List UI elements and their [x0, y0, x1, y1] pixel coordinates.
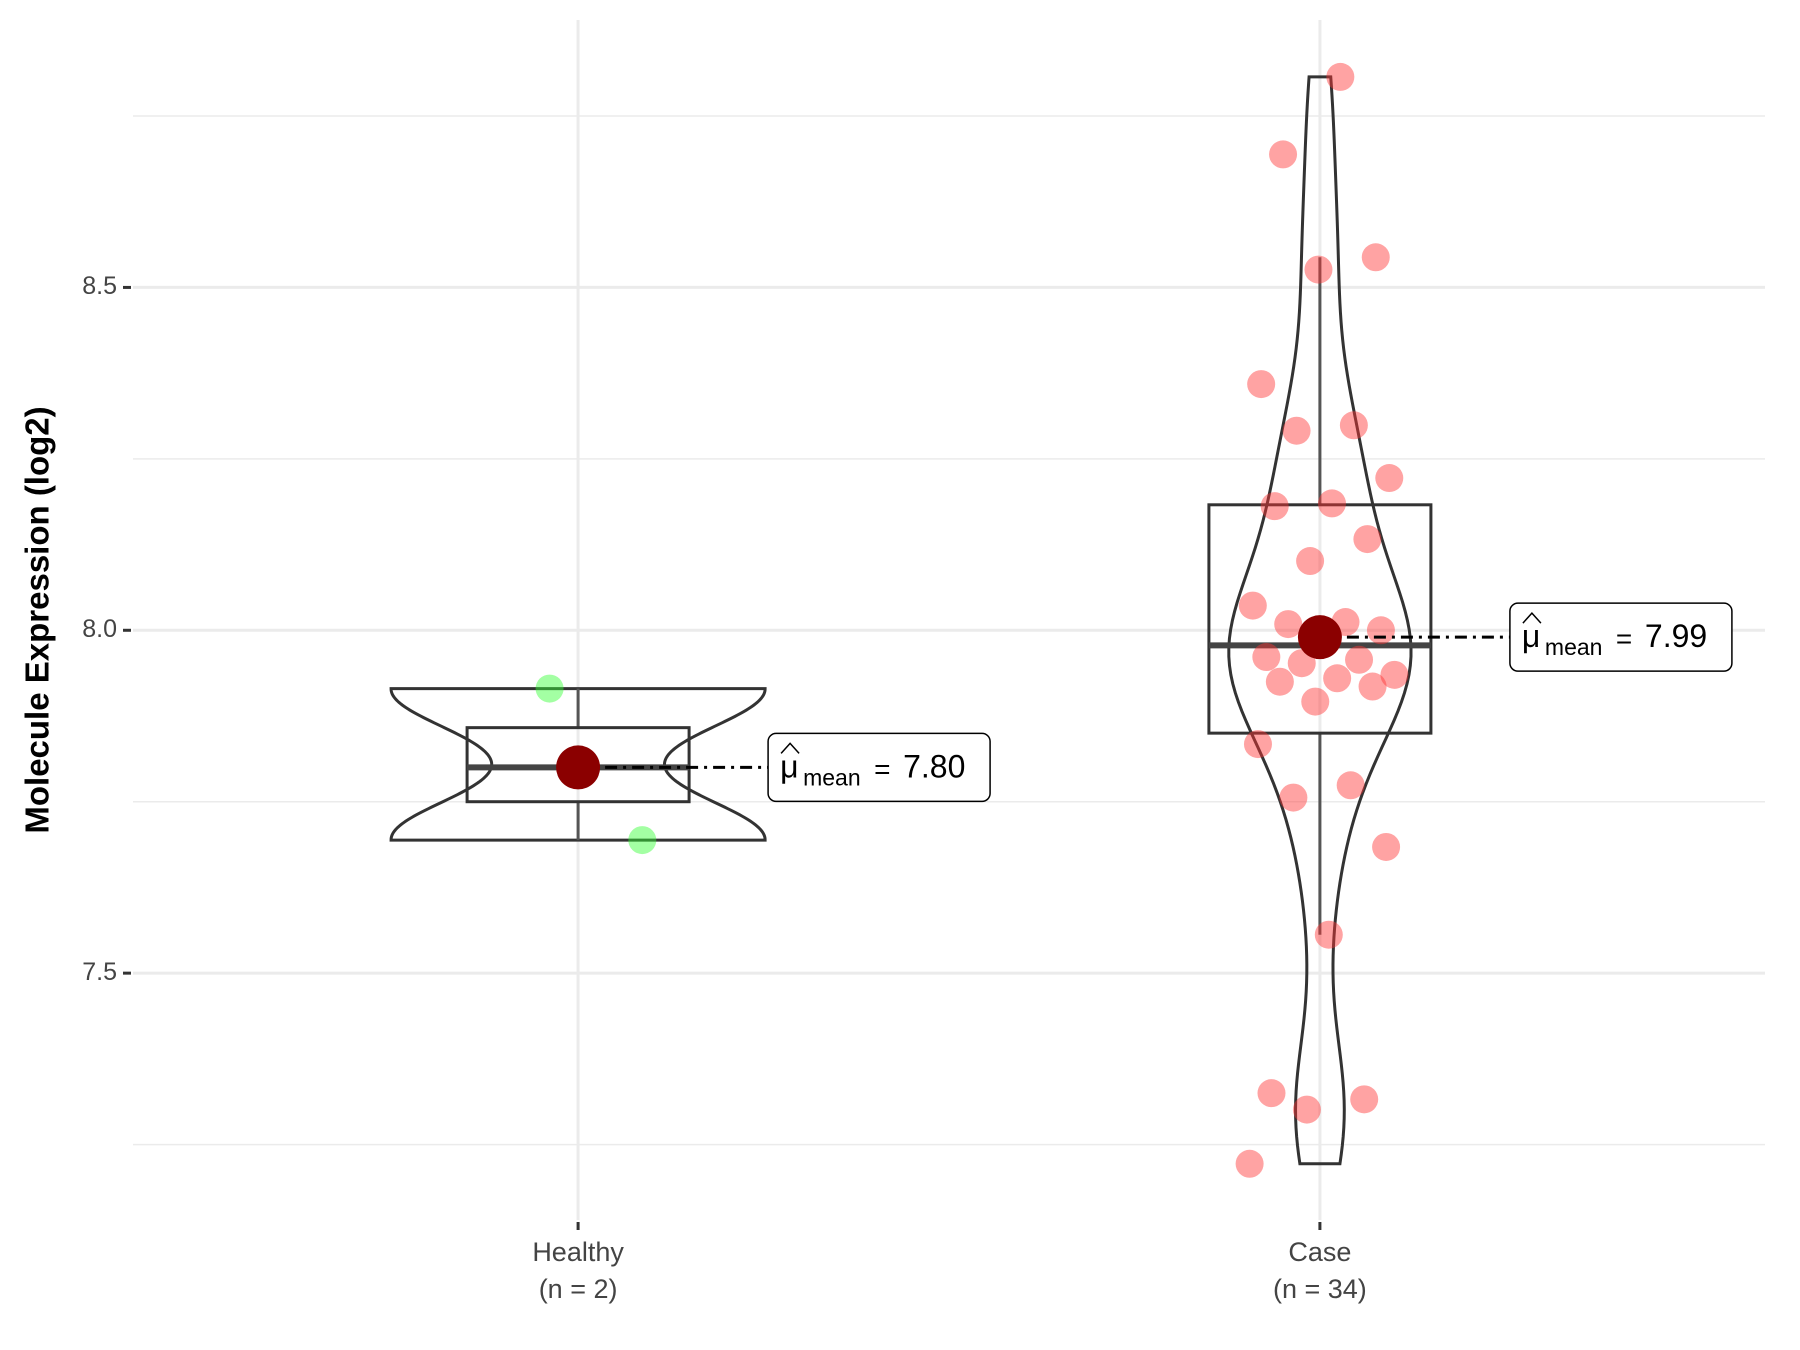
data-point: [1279, 783, 1308, 812]
mean-point: [556, 745, 601, 790]
y-tick-label: 7.5: [82, 958, 117, 986]
data-point: [535, 674, 564, 703]
data-point: [1358, 672, 1387, 701]
data-point: [1287, 649, 1316, 678]
data-point: [1304, 255, 1333, 284]
data-point: [1317, 489, 1346, 518]
data-point: [1366, 616, 1395, 645]
mean-label-box: [1509, 602, 1733, 672]
data-point: [1296, 547, 1325, 576]
y-tick-label: 8.5: [82, 272, 117, 300]
data-point: [1235, 1149, 1264, 1178]
mean-equals: =: [1616, 624, 1632, 655]
data-point: [1314, 920, 1343, 949]
data-point: [1269, 140, 1298, 169]
data-point: [1339, 411, 1368, 440]
mean-hat: [1522, 612, 1542, 624]
data-point: [1350, 1085, 1379, 1114]
mean-symbol: μ: [1522, 619, 1540, 655]
mean-value: 7.80: [903, 749, 965, 785]
data-point: [1353, 525, 1382, 554]
x-tick-label: Case: [1288, 1237, 1351, 1267]
data-point: [1260, 492, 1289, 521]
mean-label: μ mean = 7.80: [780, 749, 965, 791]
y-axis-title: Molecule Expression (log2): [19, 406, 56, 833]
data-point: [628, 826, 657, 855]
mean-hat: [780, 742, 800, 754]
y-tick-label: 8.0: [82, 615, 117, 643]
data-point: [1282, 416, 1311, 445]
data-point: [1238, 591, 1267, 620]
data-point: [1257, 1079, 1286, 1108]
mean-label: μ mean = 7.99: [1522, 619, 1707, 661]
data-point: [1292, 1095, 1321, 1124]
data-point: [1247, 370, 1276, 399]
data-point: [1252, 643, 1281, 672]
data-point: [1336, 771, 1365, 800]
data-point: [1380, 660, 1409, 689]
mean-label-box: [767, 732, 991, 803]
data-point: [1301, 687, 1330, 716]
mean-subscript: mean: [1545, 634, 1603, 660]
data-point: [1326, 62, 1355, 91]
data-point: [1361, 243, 1390, 272]
mean-value: 7.99: [1645, 619, 1707, 655]
x-tick-sublabel: (n = 34): [1273, 1274, 1367, 1304]
violin: [1227, 75, 1413, 1166]
box: [1207, 503, 1433, 735]
data-point: [1243, 730, 1272, 759]
data-point: [1323, 664, 1352, 693]
mean-equals: =: [874, 754, 890, 785]
data-point: [1345, 645, 1374, 674]
mean-symbol: μ: [780, 749, 798, 785]
data-point: [1375, 464, 1404, 493]
x-tick-sublabel: (n = 2): [539, 1274, 618, 1304]
x-tick-label: Healthy: [532, 1237, 624, 1267]
data-point: [1372, 832, 1401, 861]
data-point: [1274, 610, 1303, 639]
data-point: [1265, 667, 1294, 696]
mean-point: [1297, 615, 1342, 660]
mean-subscript: mean: [803, 765, 861, 791]
